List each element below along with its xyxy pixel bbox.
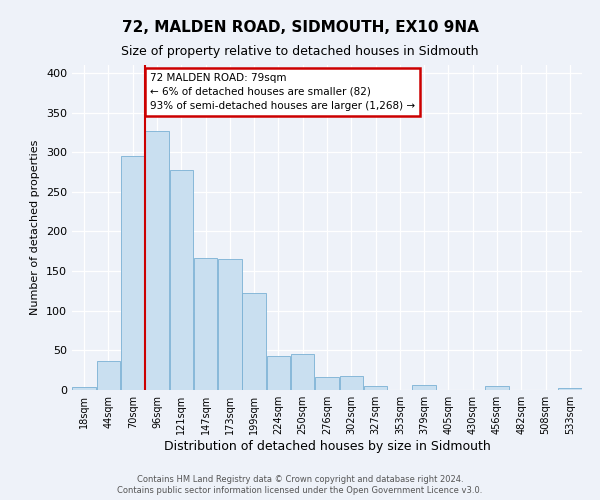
Bar bbox=[558, 388, 581, 390]
Bar bbox=[97, 360, 120, 390]
X-axis label: Distribution of detached houses by size in Sidmouth: Distribution of detached houses by size … bbox=[164, 440, 490, 453]
Bar bbox=[218, 259, 242, 390]
Bar bbox=[291, 354, 314, 390]
Bar bbox=[412, 385, 436, 390]
Text: 72 MALDEN ROAD: 79sqm
← 6% of detached houses are smaller (82)
93% of semi-detac: 72 MALDEN ROAD: 79sqm ← 6% of detached h… bbox=[150, 73, 415, 111]
Text: Contains HM Land Registry data © Crown copyright and database right 2024.: Contains HM Land Registry data © Crown c… bbox=[137, 475, 463, 484]
Bar bbox=[364, 386, 388, 390]
Bar bbox=[485, 386, 509, 390]
Bar bbox=[194, 258, 217, 390]
Bar bbox=[145, 131, 169, 390]
Text: Contains public sector information licensed under the Open Government Licence v3: Contains public sector information licen… bbox=[118, 486, 482, 495]
Bar bbox=[121, 156, 145, 390]
Bar bbox=[73, 387, 96, 390]
Text: Size of property relative to detached houses in Sidmouth: Size of property relative to detached ho… bbox=[121, 45, 479, 58]
Bar bbox=[340, 376, 363, 390]
Text: 72, MALDEN ROAD, SIDMOUTH, EX10 9NA: 72, MALDEN ROAD, SIDMOUTH, EX10 9NA bbox=[122, 20, 478, 35]
Bar bbox=[242, 294, 266, 390]
Bar bbox=[170, 170, 193, 390]
Y-axis label: Number of detached properties: Number of detached properties bbox=[31, 140, 40, 315]
Bar bbox=[315, 378, 339, 390]
Bar bbox=[266, 356, 290, 390]
